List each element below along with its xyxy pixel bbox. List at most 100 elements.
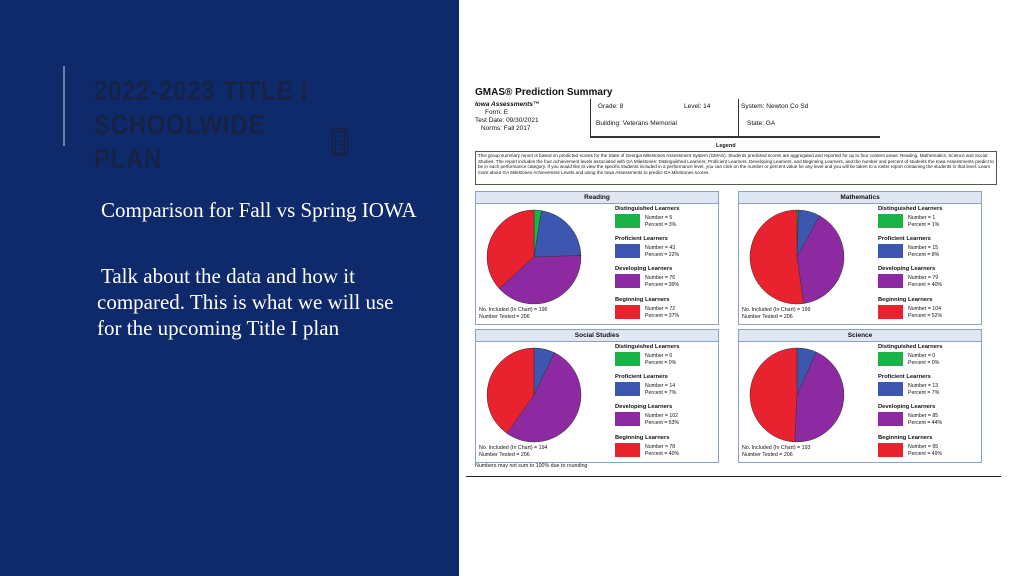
category-number[interactable]: Number = 78 [645, 444, 676, 450]
grade-field: Grade: 8 [598, 103, 624, 110]
category-values: Number = 104 Percent = 52% [908, 306, 942, 319]
category-number[interactable]: Number = 95 [908, 444, 939, 450]
category-legend-item: Distinguished Learners Number = 0 Percent … [615, 344, 719, 374]
pie-chart [749, 347, 845, 443]
category-number[interactable]: Number = 1 [908, 215, 936, 221]
category-number[interactable]: Number = 72 [645, 306, 676, 312]
header-divider [590, 99, 591, 137]
category-legend-item: Developing Learners Number = 76 Percent = … [615, 266, 719, 296]
state-field: State: GA [747, 120, 776, 127]
category-name: Distinguished Learners [615, 206, 680, 212]
report-title: GMAS® Prediction Summary [475, 87, 613, 98]
category-percent[interactable]: Percent = 49% [908, 450, 943, 457]
category-number[interactable]: Number = 5 [645, 215, 673, 221]
category-number[interactable]: Number = 14 [645, 383, 676, 389]
category-number[interactable]: Number = 104 [908, 306, 942, 312]
header-divider [738, 99, 739, 137]
category-swatch [615, 305, 640, 319]
category-swatch [878, 352, 903, 366]
category-legend-item: Developing Learners Number = 85 Percent = … [878, 404, 982, 434]
category-percent[interactable]: Percent = 22% [645, 251, 680, 258]
category-legend-item: Developing Learners Number = 102 Percent =… [615, 404, 719, 434]
included-count: No. Included (In Chart) = 194 [479, 445, 548, 451]
category-percent[interactable]: Percent = 40% [645, 450, 680, 457]
legend-title: Legend [716, 143, 736, 149]
pie-slice [749, 347, 798, 443]
category-percent[interactable]: Percent = 53% [645, 419, 680, 426]
tested-count: Number Tested = 206 [742, 452, 793, 458]
pie-chart [749, 209, 845, 305]
gmas-report-image: GMAS® Prediction Summary Iowa Assessment… [466, 83, 1001, 478]
report-header-left: Iowa Assessments™ Form: E Test Date: 09/… [475, 101, 595, 133]
report-bottom-rule [466, 476, 1001, 477]
category-percent[interactable]: Percent = 0% [645, 359, 677, 366]
category-values: Number = 78 Percent = 40% [645, 444, 679, 457]
category-values: Number = 0 Percent = 0% [908, 353, 939, 366]
pie-slice [486, 209, 535, 289]
category-percent[interactable]: Percent = 40% [908, 281, 943, 288]
pie-slice [796, 215, 845, 304]
panel-counts: No. Included (In Chart) = 193 Number Test… [742, 445, 810, 459]
category-number[interactable]: Number = 102 [645, 413, 679, 419]
category-percent[interactable]: Percent = 44% [908, 419, 943, 426]
category-values: Number = 76 Percent = 39% [645, 275, 679, 288]
header-rule [590, 136, 880, 138]
category-name: Developing Learners [615, 266, 673, 272]
title-accent-line [63, 66, 65, 146]
category-swatch [615, 352, 640, 366]
category-percent[interactable]: Percent = 7% [908, 389, 940, 396]
category-values: Number = 102 Percent = 53% [645, 413, 679, 426]
category-number[interactable]: Number = 85 [908, 413, 939, 419]
category-values: Number = 95 Percent = 49% [908, 444, 942, 457]
panel-subject-title: Reading [476, 192, 718, 204]
included-count: No. Included (In Chart) = 193 [742, 445, 811, 451]
left-panel [0, 0, 459, 576]
category-percent[interactable]: Percent = 39% [645, 281, 680, 288]
pie-slice [498, 255, 582, 305]
category-swatch [878, 274, 903, 288]
category-values: Number = 72 Percent = 37% [645, 306, 679, 319]
category-legend-item: Developing Learners Number = 79 Percent = … [878, 266, 982, 296]
category-percent[interactable]: Percent = 7% [645, 389, 677, 396]
category-swatch [615, 244, 640, 258]
category-values: Number = 15 Percent = 8% [908, 245, 939, 258]
category-number[interactable]: Number = 0 [645, 353, 673, 359]
category-name: Distinguished Learners [615, 344, 680, 350]
category-swatch [878, 305, 903, 319]
pie-slice [794, 351, 845, 443]
category-swatch [878, 382, 903, 396]
category-number[interactable]: Number = 79 [908, 275, 939, 281]
category-values: Number = 5 Percent = 3% [645, 215, 676, 228]
panel-counts: No. Included (In Chart) = 196 Number Test… [479, 307, 547, 321]
category-percent[interactable]: Percent = 0% [908, 359, 940, 366]
category-legend-item: Beginning Learners Number = 72 Percent = 3… [615, 297, 719, 327]
category-number[interactable]: Number = 13 [908, 383, 939, 389]
panel-subject-title: Science [739, 330, 981, 342]
category-legend-item: Proficient Learners Number = 14 Percent = … [615, 374, 719, 404]
category-number[interactable]: Number = 15 [908, 245, 939, 251]
category-legend-item: Proficient Learners Number = 13 Percent = … [878, 374, 982, 404]
category-number[interactable]: Number = 76 [645, 275, 676, 281]
subject-panel: Mathematics No. Included (In Chart) = 199… [738, 191, 982, 325]
category-percent[interactable]: Percent = 52% [908, 312, 943, 319]
category-legend-item: Distinguished Learners Number = 0 Percent … [878, 344, 982, 374]
category-percent[interactable]: Percent = 37% [645, 312, 680, 319]
category-values: Number = 79 Percent = 40% [908, 275, 942, 288]
panel-subject-title: Mathematics [739, 192, 981, 204]
included-count: No. Included (In Chart) = 196 [479, 307, 548, 313]
document-icon [331, 127, 349, 157]
tested-count: Number Tested = 206 [479, 452, 530, 458]
category-legend-item: Beginning Learners Number = 95 Percent = 4… [878, 435, 982, 465]
subject-panel: Reading No. Included (In Chart) = 196 Numb… [475, 191, 719, 325]
category-percent[interactable]: Percent = 8% [908, 251, 940, 258]
pie-chart [486, 347, 582, 443]
category-swatch [615, 382, 640, 396]
category-percent[interactable]: Percent = 1% [908, 221, 940, 228]
category-number[interactable]: Number = 0 [908, 353, 936, 359]
subject-panel: Science No. Included (In Chart) = 193 Numb… [738, 329, 982, 463]
category-values: Number = 0 Percent = 0% [645, 353, 676, 366]
test-date-field: Test Date: 09/30/2021 [475, 117, 539, 124]
category-number[interactable]: Number = 43 [645, 245, 676, 251]
building-field: Building: Veterans Memorial [596, 120, 677, 127]
category-percent[interactable]: Percent = 3% [645, 221, 677, 228]
